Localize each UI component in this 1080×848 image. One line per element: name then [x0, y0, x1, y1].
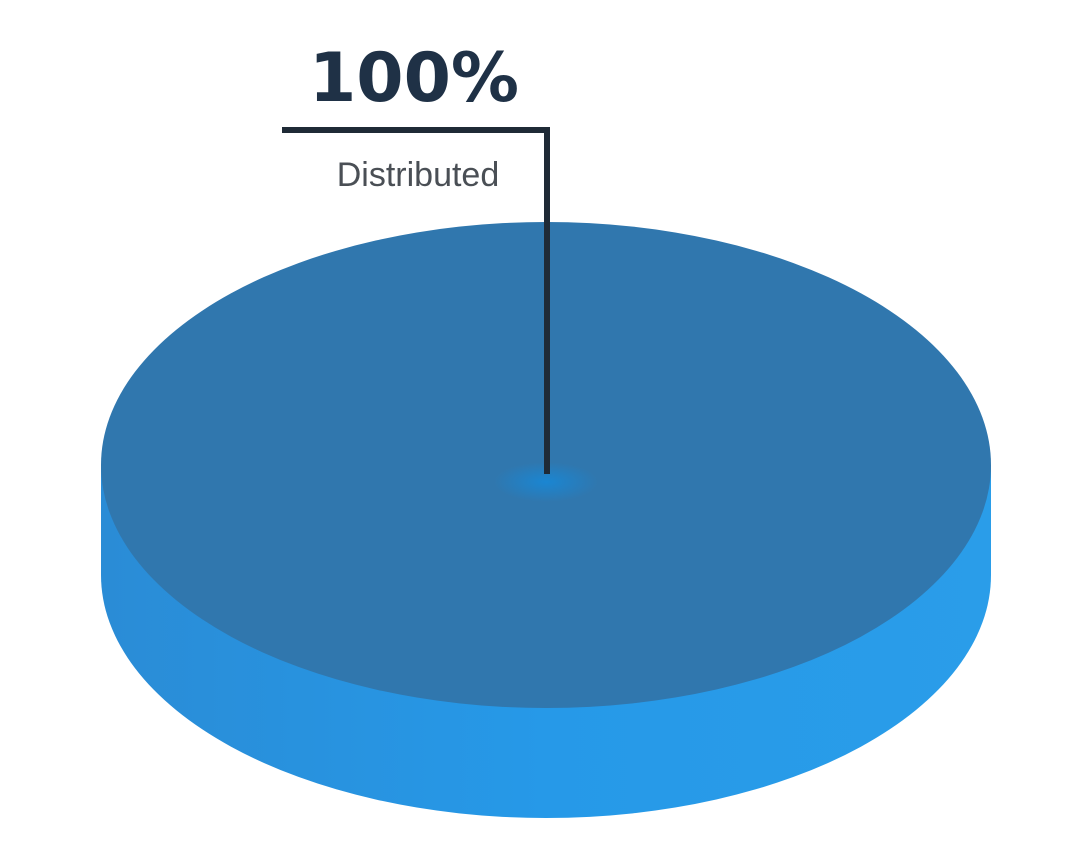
slice-leader-line [282, 127, 550, 474]
slice-value-label: 100% [309, 39, 519, 118]
pie-center-highlight [494, 462, 598, 502]
slice-category-label: Distributed [337, 156, 500, 194]
